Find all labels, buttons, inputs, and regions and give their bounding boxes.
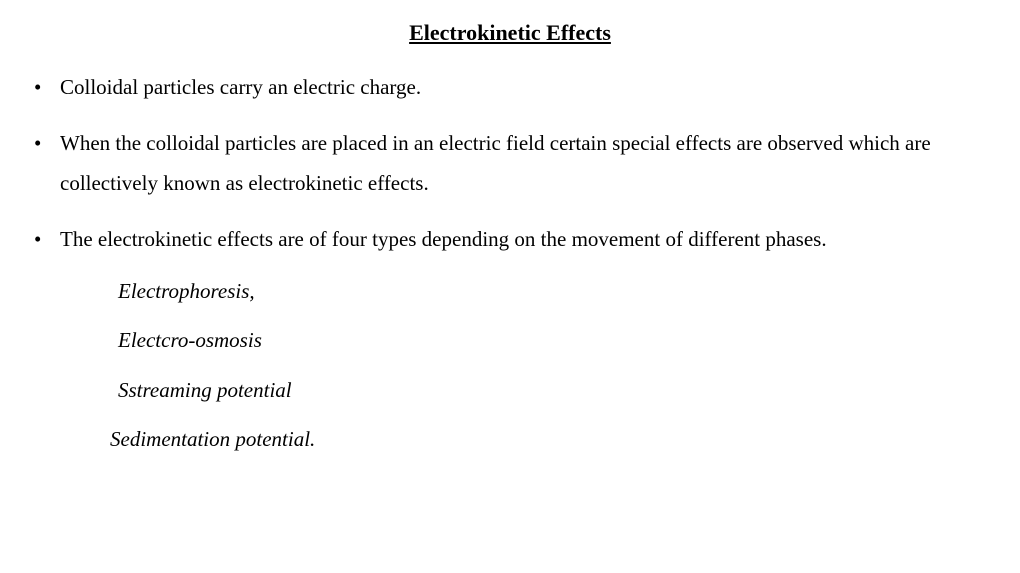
bullet-item: Colloidal particles carry an electric ch… [28, 68, 992, 108]
bullet-item: The electrokinetic effects are of four t… [28, 220, 992, 260]
bullet-item: When the colloidal particles are placed … [28, 124, 992, 204]
sub-list: Electrophoresis, Electcro-osmosis Sstrea… [28, 276, 992, 456]
page-title: Electrokinetic Effects [28, 20, 992, 46]
sub-item: Sstreaming potential [118, 375, 992, 407]
sub-item: Electrophoresis, [118, 276, 992, 308]
bullet-list: Colloidal particles carry an electric ch… [28, 68, 992, 260]
sub-item: Electcro-osmosis [118, 325, 992, 357]
sub-item: Sedimentation potential. [110, 424, 992, 456]
